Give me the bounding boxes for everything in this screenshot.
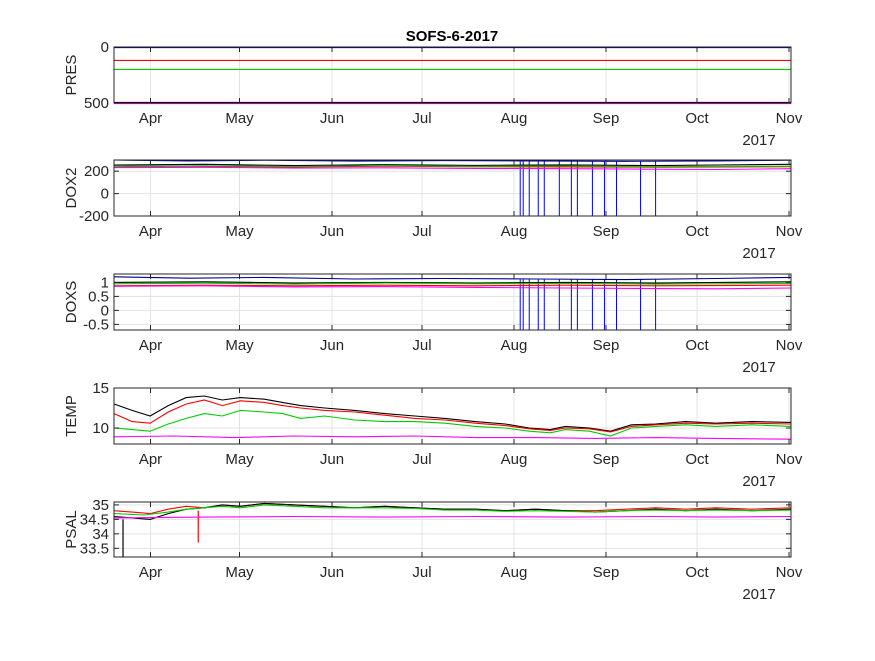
y-tick-label: -0.5 (83, 316, 109, 333)
x-tick-label: May (225, 337, 254, 354)
y-tick-label: 200 (84, 163, 109, 180)
y-axis-label: DOXS (63, 281, 80, 324)
x-tick-label: Oct (685, 223, 709, 240)
x-year-label: 2017 (742, 359, 775, 376)
series-line-3 (113, 504, 792, 516)
series-line-1 (113, 159, 792, 162)
axes-box (113, 273, 792, 331)
x-tick-label: Apr (139, 223, 162, 240)
x-tick-label: Apr (139, 451, 162, 468)
x-tick-label: Jul (412, 564, 431, 581)
series-line-3 (113, 282, 792, 285)
y-axis-label: TEMP (63, 395, 80, 437)
series-line-3 (113, 409, 792, 437)
series-line-1 (113, 395, 792, 432)
y-tick-label: 15 (92, 380, 109, 397)
x-tick-label: Jun (320, 223, 344, 240)
y-tick-label: 0 (101, 302, 109, 319)
y-axis-label: DOX2 (63, 168, 80, 209)
series-line-5 (113, 285, 792, 290)
x-tick-label: Jun (320, 110, 344, 127)
y-tick-label: 0.5 (88, 288, 109, 305)
chart-title: SOFS-6-2017 (406, 28, 499, 45)
x-tick-label: Oct (685, 451, 709, 468)
series-line-2 (113, 163, 792, 167)
axes-box (113, 159, 792, 217)
x-tick-label: May (225, 223, 254, 240)
x-tick-label: Oct (685, 110, 709, 127)
y-tick-label: 34.5 (80, 511, 109, 528)
x-tick-label: Oct (685, 564, 709, 581)
y-tick-label: 500 (84, 95, 109, 112)
x-year-label: 2017 (742, 473, 775, 490)
y-tick-label: -200 (79, 208, 109, 225)
series-line-1 (113, 276, 792, 281)
x-tick-label: Sep (593, 337, 620, 354)
axes-box (113, 387, 792, 445)
x-tick-label: Sep (593, 564, 620, 581)
x-tick-label: Apr (139, 110, 162, 127)
x-tick-label: Jul (412, 337, 431, 354)
y-axis-label: PRES (63, 55, 80, 96)
y-tick-label: 0 (101, 186, 109, 203)
x-tick-label: Jun (320, 564, 344, 581)
y-tick-label: 10 (92, 420, 109, 437)
x-tick-label: Jul (412, 110, 431, 127)
series-line-4 (113, 435, 792, 440)
x-tick-label: Jun (320, 451, 344, 468)
x-tick-label: Oct (685, 337, 709, 354)
series-line-2 (113, 399, 792, 433)
x-year-label: 2017 (742, 245, 775, 262)
x-tick-label: May (225, 110, 254, 127)
x-tick-label: Jul (412, 223, 431, 240)
x-tick-label: Aug (501, 564, 528, 581)
x-tick-label: Sep (593, 223, 620, 240)
x-tick-label: Aug (501, 337, 528, 354)
axes-box (113, 501, 792, 558)
series-line-4 (113, 165, 792, 168)
x-year-label: 2017 (742, 586, 775, 603)
x-tick-label: Apr (139, 564, 162, 581)
x-tick-label: Aug (501, 223, 528, 240)
x-tick-label: Nov (776, 110, 803, 127)
x-tick-label: Aug (501, 451, 528, 468)
y-tick-label: 35 (92, 497, 109, 514)
y-tick-label: 34 (92, 526, 109, 543)
plot-area (114, 47, 791, 103)
x-tick-label: Nov (776, 337, 803, 354)
y-tick-label: 1 (101, 274, 109, 291)
x-tick-label: Nov (776, 564, 803, 581)
y-axis-label: PSAL (63, 510, 80, 548)
series-line-5 (113, 166, 792, 171)
x-tick-label: Sep (593, 451, 620, 468)
x-tick-label: May (225, 564, 254, 581)
x-year-label: 2017 (742, 132, 775, 149)
x-tick-label: Jul (412, 451, 431, 468)
x-tick-label: Apr (139, 337, 162, 354)
x-tick-label: May (225, 451, 254, 468)
x-tick-label: Sep (593, 110, 620, 127)
x-tick-label: Aug (501, 110, 528, 127)
series-line-2 (113, 281, 792, 284)
axes-box (113, 46, 792, 104)
x-tick-label: Nov (776, 223, 803, 240)
plot-area (114, 388, 791, 444)
y-tick-label: 0 (101, 39, 109, 56)
y-tick-label: 33.5 (80, 540, 109, 557)
series-line-4 (113, 515, 792, 519)
x-tick-label: Nov (776, 451, 803, 468)
series-line-4 (113, 284, 792, 287)
x-tick-label: Jun (320, 337, 344, 354)
